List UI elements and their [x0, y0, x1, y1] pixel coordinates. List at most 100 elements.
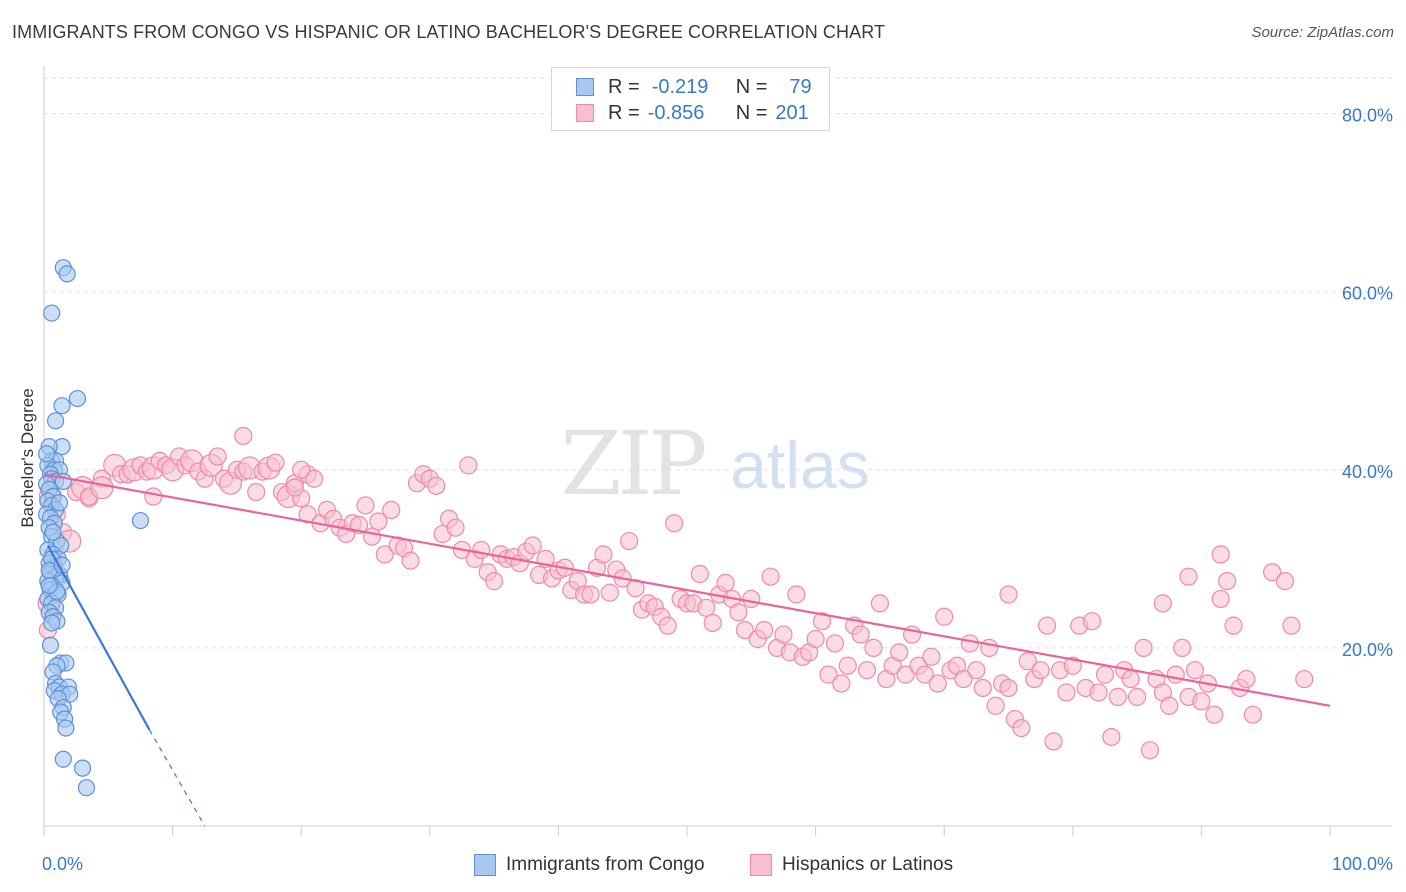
bottom-legend-label-congo: Immigrants from Congo — [506, 854, 705, 875]
hispanics-point — [697, 598, 716, 617]
hispanics-point — [362, 527, 382, 546]
hispanics-point — [1095, 665, 1115, 684]
hispanics-point — [1134, 638, 1153, 658]
legend-n-value: 201 — [775, 101, 809, 124]
hispanics-point — [954, 669, 973, 689]
hispanics-point — [1275, 572, 1295, 591]
congo-point — [54, 750, 72, 768]
hispanics-point — [144, 487, 163, 506]
hispanics-point — [1211, 545, 1230, 564]
hispanics-point — [755, 620, 774, 640]
hispanics-point — [819, 665, 838, 684]
legend-r-value: -0.219 — [651, 75, 709, 98]
hispanics-point — [304, 469, 324, 488]
y-tick-label: 20.0% — [1342, 640, 1393, 660]
congo-point — [73, 759, 92, 777]
congo-point — [43, 614, 61, 632]
hispanics-point — [1031, 661, 1050, 680]
congo-point — [57, 719, 75, 737]
hispanics-point — [928, 674, 947, 693]
hispanics-point — [761, 567, 780, 586]
hispanics-point — [999, 585, 1018, 604]
congo-point — [46, 412, 65, 430]
hispanics-point — [369, 512, 388, 531]
hispanics-trend-line — [43, 473, 1331, 707]
tick-labels: 20.0% 40.0% 60.0% 80.0% 0.0% 100.0% — [42, 106, 1393, 874]
hispanics-point — [1037, 616, 1057, 635]
legend-n-label: N = — [735, 75, 768, 98]
hispanics-point — [890, 643, 909, 662]
hispanics-point — [825, 634, 844, 653]
hispanics-point — [382, 500, 401, 519]
congo-point — [50, 494, 69, 512]
hispanics-point — [459, 456, 478, 475]
hispanics-point — [1153, 594, 1172, 613]
hispanics-point — [485, 572, 504, 591]
hispanics-point — [581, 585, 600, 604]
congo-point — [77, 779, 96, 797]
legend-swatch-blue — [576, 78, 594, 96]
watermark-atlas: atlas — [730, 428, 869, 502]
hispanics-point — [1044, 732, 1063, 751]
bottom-legend-hispanics[interactable]: Hispanics or Latinos — [750, 852, 953, 878]
hispanics-point — [960, 634, 980, 653]
hispanics-point — [1063, 656, 1082, 675]
hispanics-point — [922, 647, 941, 666]
hispanics-point — [665, 514, 684, 533]
hispanics-point — [851, 625, 870, 644]
congo-point — [43, 304, 61, 322]
hispanics-point — [1263, 563, 1282, 582]
hispanics-point — [1127, 687, 1147, 706]
chart-title: IMMIGRANTS FROM CONGO VS HISPANIC OR LAT… — [12, 22, 886, 42]
congo-point — [58, 265, 76, 283]
legend-n-value: 79 — [789, 75, 812, 98]
hispanics-point — [870, 594, 890, 613]
axis-layer — [43, 66, 1392, 836]
legend-r-value: -0.856 — [647, 101, 705, 124]
bottom-legend-congo[interactable]: Immigrants from Congo — [474, 852, 705, 878]
watermark: ZIP atlas — [560, 412, 869, 515]
x-tick-label-end: 100.0% — [1332, 854, 1393, 874]
congo-point — [41, 636, 60, 654]
hispanics-point — [1121, 669, 1140, 689]
hispanics-point — [1211, 589, 1230, 609]
hispanics-point — [967, 661, 986, 680]
hispanics-point — [915, 665, 935, 684]
hispanics-point — [1160, 696, 1179, 715]
hispanics-point — [1089, 683, 1108, 702]
hispanics-point — [427, 476, 446, 495]
hispanics-point — [896, 665, 915, 684]
hispanics-point — [594, 545, 613, 564]
hispanics-point — [247, 482, 266, 502]
stats-legend: R = -0.219 N = 79 R = -0.856 N = 201 — [551, 67, 830, 131]
congo-trend-line — [46, 544, 151, 731]
legend-r-label: R = — [608, 101, 640, 124]
hispanics-point — [1237, 669, 1256, 689]
bottom-legend-swatch-pink — [750, 854, 772, 876]
congo-point — [68, 389, 87, 408]
hispanics-point — [375, 545, 394, 564]
legend-row-congo: R = -0.219 N = 79 — [552, 74, 812, 100]
hispanics-point — [90, 476, 114, 500]
congo-point — [53, 397, 71, 415]
y-tick-label: 80.0% — [1342, 106, 1393, 126]
hispanics-point — [812, 612, 832, 631]
hispanics-point — [1295, 669, 1314, 689]
bottom-legend-swatch-blue — [474, 854, 496, 876]
hispanics-point — [703, 613, 722, 633]
hispanics-point — [838, 656, 857, 675]
hispanics-point — [999, 678, 1018, 698]
hispanics-point — [1185, 661, 1205, 680]
hispanics-point — [1173, 638, 1192, 658]
hispanics-point — [774, 625, 793, 644]
legend-swatch-pink — [576, 104, 594, 122]
hispanics-point — [446, 518, 465, 537]
hispanics-point — [1224, 616, 1243, 635]
y-tick-label: 40.0% — [1342, 462, 1393, 482]
hispanics-point — [1018, 652, 1037, 671]
hispanics-point — [600, 583, 619, 602]
hispanics-point — [658, 616, 677, 635]
x-tick-label-start: 0.0% — [42, 854, 83, 874]
hispanics-point — [1205, 705, 1224, 724]
